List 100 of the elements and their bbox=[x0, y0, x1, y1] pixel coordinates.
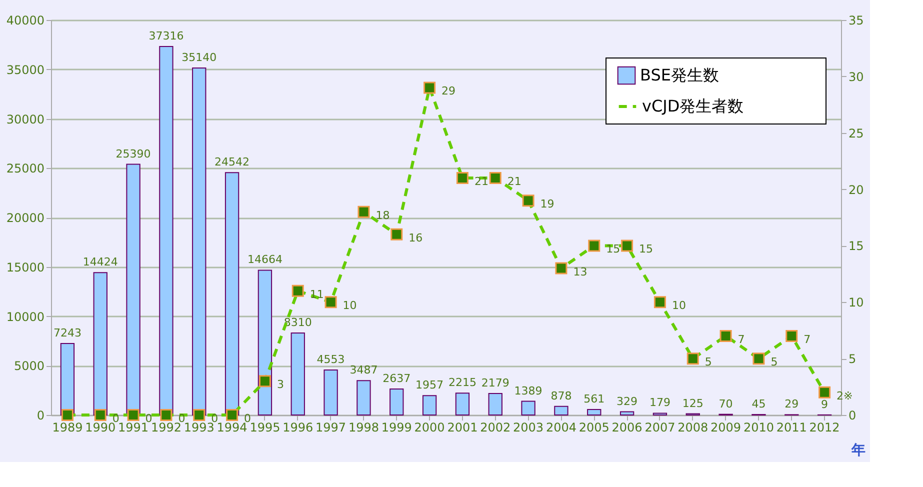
y2-tick-label: 10 bbox=[848, 296, 864, 310]
bar bbox=[455, 392, 470, 416]
data-label: 2179 bbox=[481, 376, 510, 390]
x-tick-label: 2012 bbox=[809, 420, 840, 434]
legend-label: BSE発生数 bbox=[640, 66, 719, 84]
data-label: 18 bbox=[376, 208, 390, 222]
bar bbox=[60, 342, 75, 416]
y-tick-label: 40000 bbox=[6, 14, 44, 28]
bar bbox=[422, 395, 437, 416]
x-tick-label: 2001 bbox=[447, 420, 478, 434]
bar bbox=[93, 272, 108, 416]
x-tick-label: 1995 bbox=[250, 420, 280, 434]
x-tick-label: 1993 bbox=[184, 420, 214, 434]
data-label: 10 bbox=[342, 299, 357, 312]
x-tick-label: 1996 bbox=[282, 420, 314, 434]
data-label: 16 bbox=[408, 231, 423, 244]
data-label: 29 bbox=[784, 398, 799, 411]
x-tick-label: 2007 bbox=[644, 420, 676, 434]
x-tick-label: 2011 bbox=[776, 420, 807, 434]
y2-tick-label: 0 bbox=[848, 408, 856, 422]
data-label: 24542 bbox=[214, 156, 250, 169]
y-tick-label: 15000 bbox=[6, 260, 44, 274]
data-label: 179 bbox=[649, 396, 670, 410]
x-tick-label: 2005 bbox=[578, 420, 610, 434]
data-label: 1389 bbox=[514, 384, 542, 398]
bar bbox=[159, 46, 174, 416]
data-label: 329 bbox=[616, 394, 638, 408]
data-label: 15 bbox=[639, 242, 654, 256]
y-tick-label: 0 bbox=[36, 408, 44, 422]
data-label: 2215 bbox=[448, 376, 476, 390]
data-label: 5 bbox=[704, 356, 712, 369]
data-label: 21 bbox=[507, 175, 522, 188]
data-label: 5 bbox=[770, 356, 778, 369]
data-label: 70 bbox=[718, 397, 733, 410]
bar bbox=[356, 380, 371, 416]
x-tick-label: 1989 bbox=[52, 420, 83, 434]
y2-tick-label: 20 bbox=[848, 182, 864, 197]
x-tick-label: 2000 bbox=[414, 420, 445, 434]
bar bbox=[290, 332, 305, 416]
bar bbox=[620, 411, 634, 416]
x-tick-label: 1999 bbox=[381, 420, 412, 434]
y-tick-label: 10000 bbox=[6, 310, 44, 324]
x-tick-label: 2003 bbox=[513, 420, 544, 434]
x-tick-label: 1998 bbox=[348, 420, 379, 434]
bar bbox=[390, 388, 404, 416]
data-label: 29 bbox=[442, 84, 456, 98]
x-tick-label: 2002 bbox=[480, 420, 511, 434]
data-label: 35140 bbox=[182, 50, 217, 64]
y-tick-label: 25000 bbox=[6, 162, 44, 176]
y-tick-label: 35000 bbox=[6, 62, 44, 77]
x-tick-label: 2009 bbox=[710, 420, 742, 434]
y-tick-label: 20000 bbox=[6, 211, 44, 225]
data-label: 1957 bbox=[416, 378, 444, 392]
data-label: 0 bbox=[145, 412, 152, 425]
data-label: 45 bbox=[752, 398, 766, 411]
data-label: 15 bbox=[606, 242, 620, 256]
y2-tick-label: 5 bbox=[848, 352, 856, 366]
y2-tick-label: 35 bbox=[848, 14, 864, 28]
y-tick-label: 30000 bbox=[6, 112, 44, 126]
y2-tick-label: 30 bbox=[848, 70, 864, 84]
x-tick-label: 2006 bbox=[612, 420, 642, 434]
y2-tick-label: 25 bbox=[848, 126, 864, 140]
x-tick-label: 1997 bbox=[316, 420, 346, 434]
data-label: 25390 bbox=[116, 147, 151, 160]
bar bbox=[587, 408, 602, 416]
legend-label: vCJD発生者数 bbox=[642, 96, 744, 116]
data-label: 7 bbox=[804, 333, 811, 346]
data-label: 561 bbox=[584, 392, 605, 406]
data-label: 13 bbox=[573, 265, 588, 278]
data-label: 9 bbox=[821, 398, 828, 411]
bar bbox=[258, 270, 272, 416]
bar bbox=[521, 400, 536, 416]
x-axis-title: 年 bbox=[850, 442, 866, 458]
data-label: 37316 bbox=[148, 30, 184, 43]
data-label: 14424 bbox=[82, 256, 118, 269]
data-label: 14664 bbox=[247, 253, 282, 266]
data-label: 2637 bbox=[382, 372, 411, 385]
bar bbox=[224, 172, 240, 416]
data-label: 7 bbox=[738, 333, 745, 346]
x-tick-label: 1990 bbox=[85, 420, 116, 434]
data-label: 4553 bbox=[316, 353, 345, 366]
data-label: 3 bbox=[276, 378, 284, 392]
data-label: 3487 bbox=[350, 364, 378, 377]
data-label: 10 bbox=[672, 299, 686, 312]
bar bbox=[488, 392, 502, 416]
y-tick-label: 5000 bbox=[14, 359, 44, 374]
data-label: 2※ bbox=[836, 389, 853, 402]
bar bbox=[126, 164, 140, 416]
data-label: 19 bbox=[540, 198, 554, 211]
bar bbox=[324, 370, 338, 416]
data-label: 7243 bbox=[53, 326, 82, 340]
x-tick-label: 1992 bbox=[150, 420, 182, 434]
bar bbox=[554, 406, 568, 416]
x-tick-label: 2008 bbox=[678, 420, 708, 434]
y2-tick-label: 15 bbox=[848, 239, 864, 254]
x-tick-label: 2004 bbox=[546, 420, 576, 434]
data-label: 125 bbox=[682, 396, 704, 410]
bar bbox=[192, 67, 206, 416]
x-tick-label: 2010 bbox=[743, 420, 774, 434]
data-label: 878 bbox=[550, 389, 572, 402]
